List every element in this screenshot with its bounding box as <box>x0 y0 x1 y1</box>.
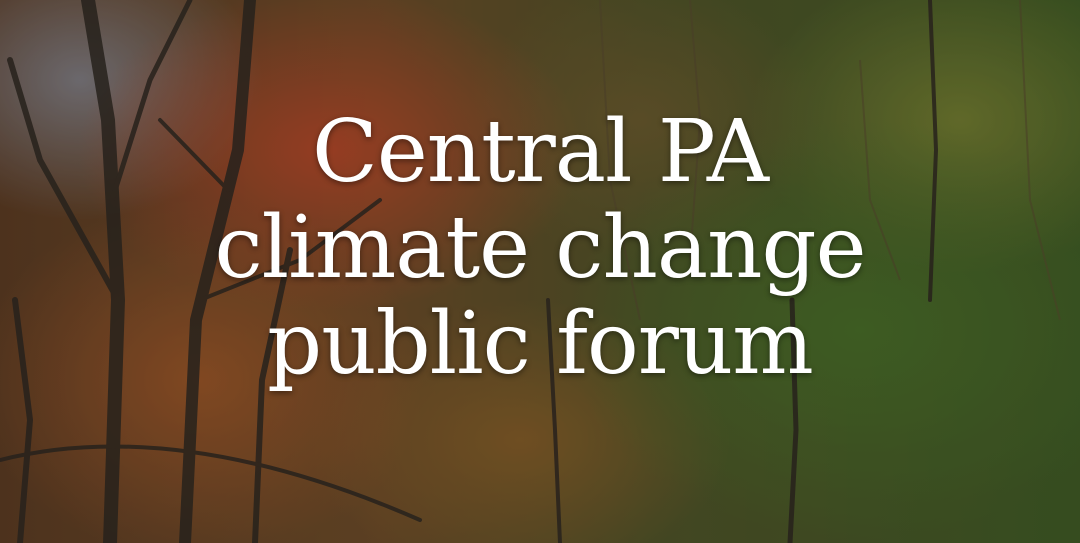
hero-title-line-3: public forum <box>267 294 814 394</box>
hero-title: Central PA climate change public forum <box>0 104 1080 392</box>
hero-title-line-2: climate change <box>214 198 867 298</box>
hero-title-line-1: Central PA <box>312 102 769 202</box>
